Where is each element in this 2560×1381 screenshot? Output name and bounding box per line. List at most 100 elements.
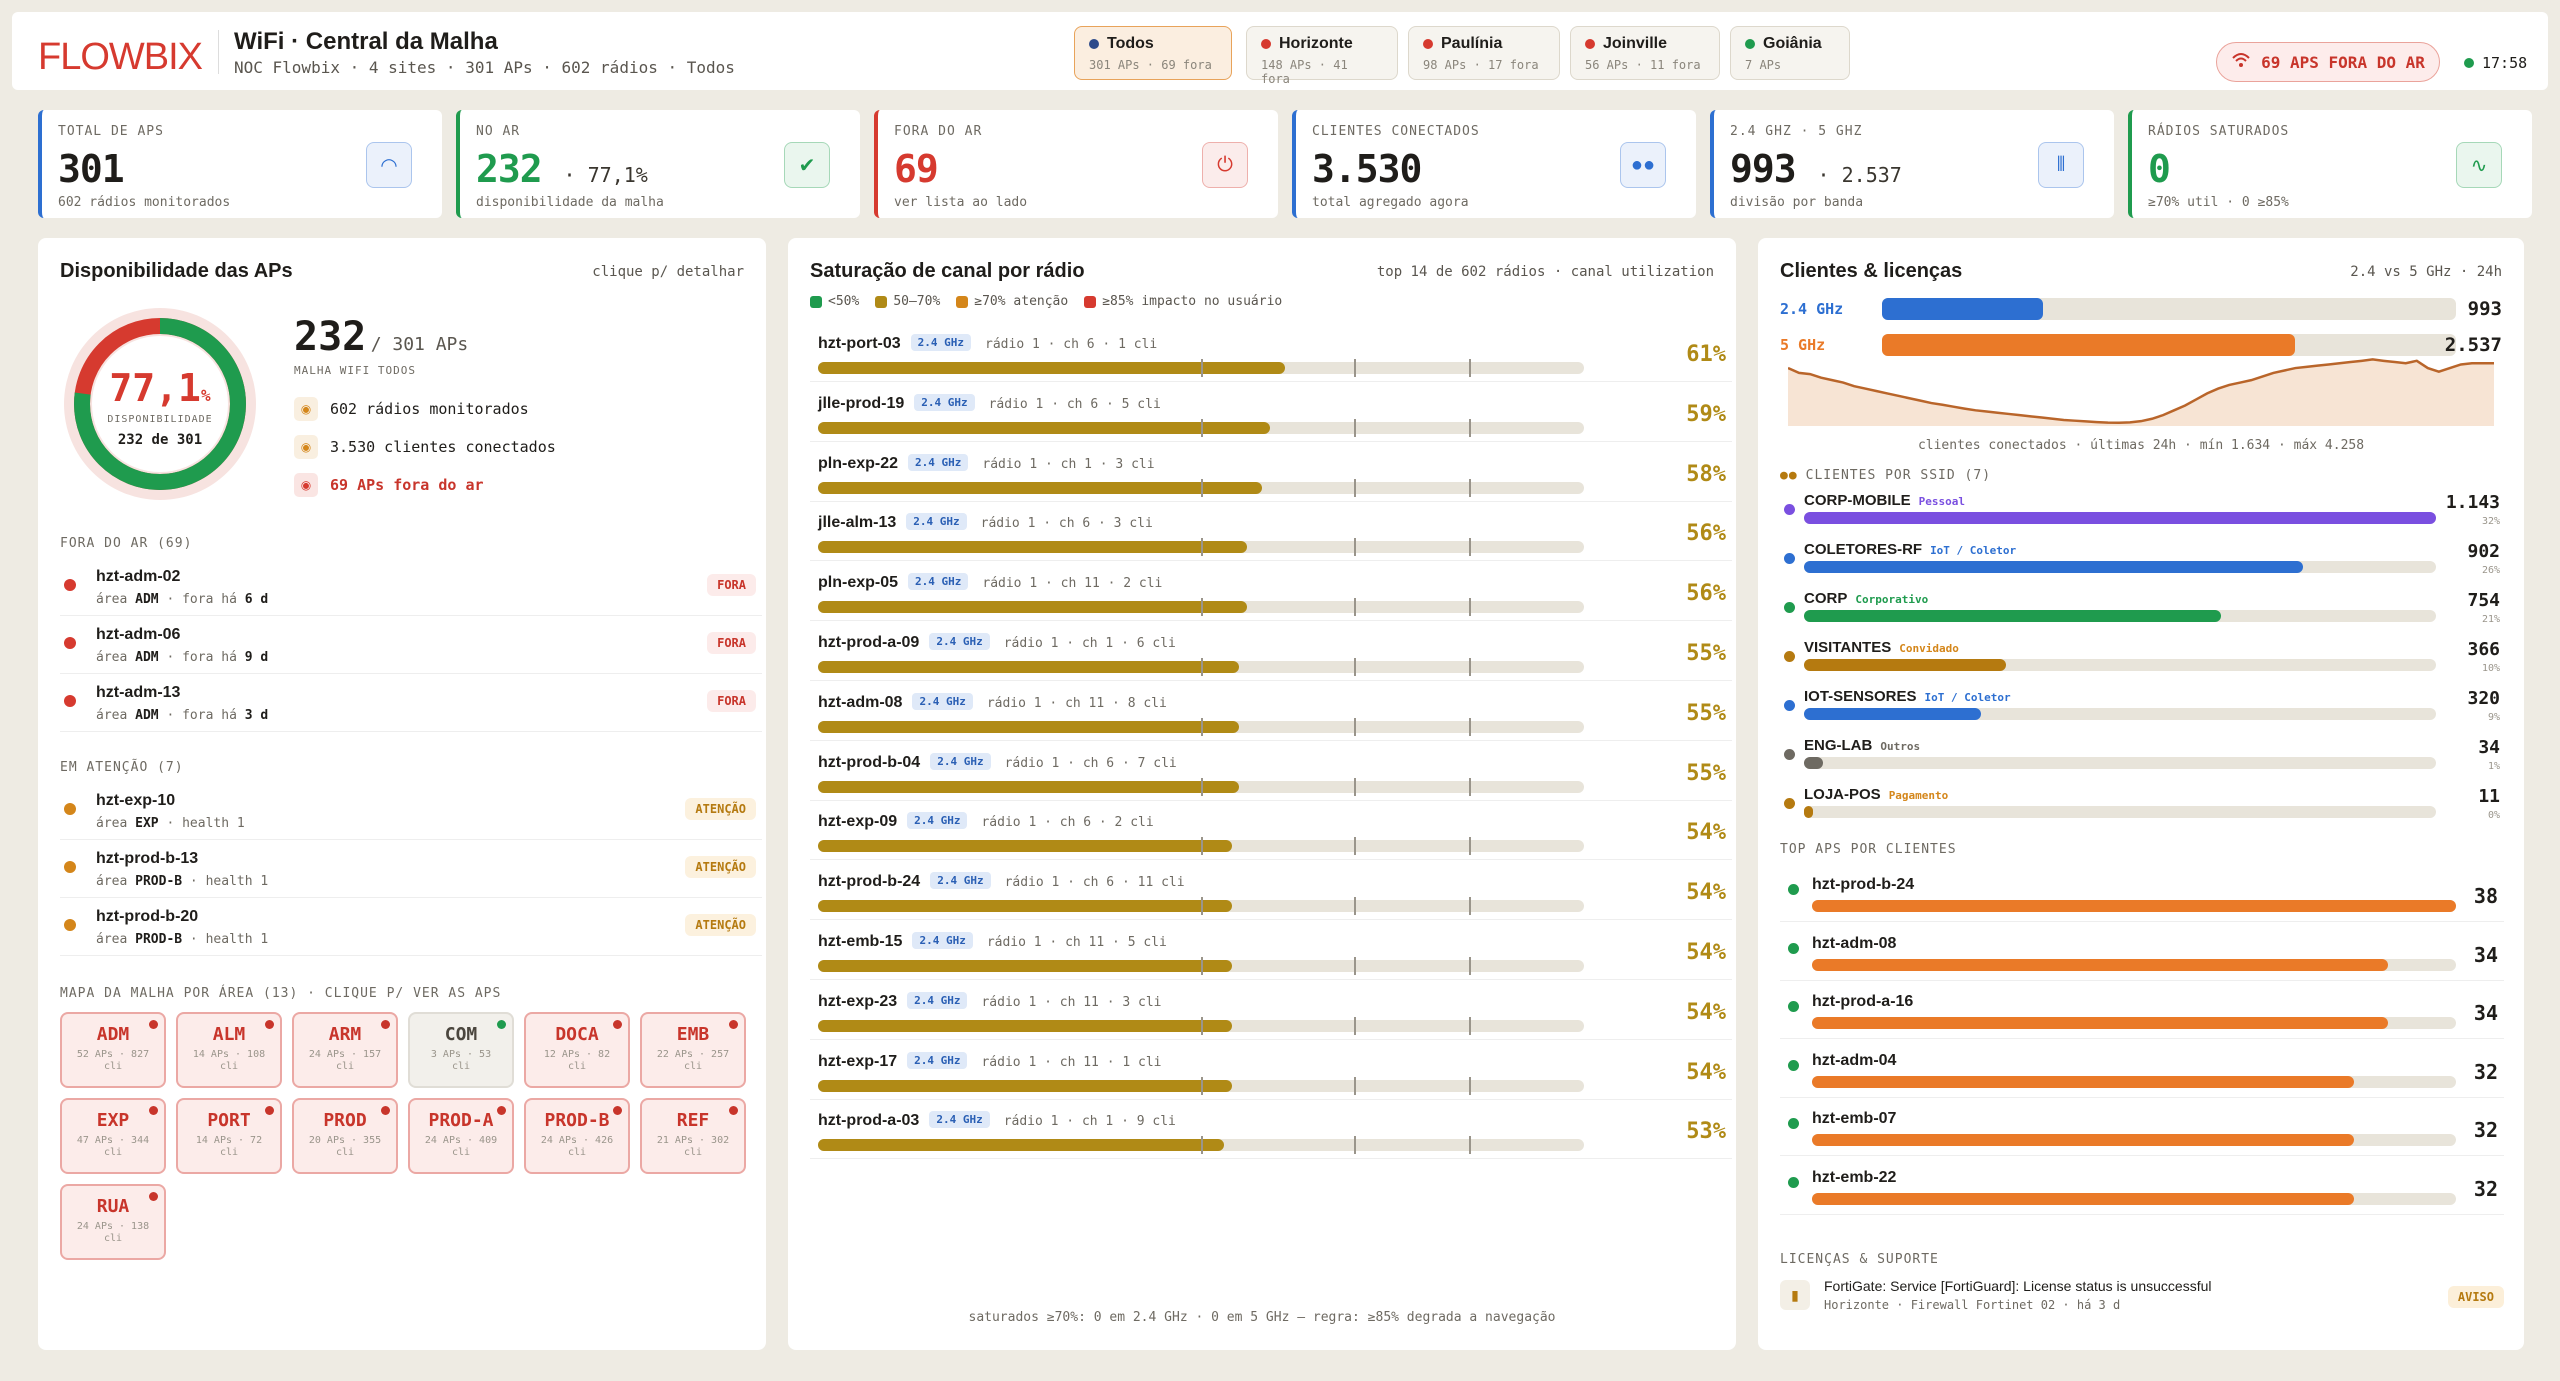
kpi-card[interactable]: FORA DO AR 69 ver lista ao lado ⏻ xyxy=(874,110,1278,218)
ssid-row[interactable]: LOJA-POS Pagamento 11 0% xyxy=(1780,786,2504,834)
site-name: Joinville xyxy=(1585,35,1705,53)
offline-alert-button[interactable]: 69 APS FORA DO AR xyxy=(2216,42,2440,82)
offline-ap-row[interactable]: hzt-adm-13 área ADM · fora há 3 d FORA xyxy=(60,674,762,732)
threshold-tick xyxy=(1469,717,1472,736)
area-tile-adm[interactable]: ADM 52 APs · 827 cli xyxy=(60,1012,166,1088)
area-status-dot xyxy=(497,1020,506,1029)
site-filter-todos[interactable]: Todos 301 APs · 69 fora xyxy=(1074,26,1232,80)
radio-row[interactable]: hzt-port-03 2.4 GHz rádio 1 · ch 6 · 1 cli… xyxy=(810,322,1732,382)
ssid-row[interactable]: VISITANTES Convidado 366 10% xyxy=(1780,639,2504,687)
utilization-percent: 61% xyxy=(1686,342,1726,367)
license-alert-text: FortiGate: Service [FortiGuard]: License… xyxy=(1824,1278,2212,1294)
offline-ap-row[interactable]: hzt-adm-02 área ADM · fora há 6 d FORA xyxy=(60,558,762,616)
band-tag: 2.4 GHz xyxy=(910,334,972,351)
ssid-row[interactable]: CORP Corporativo 754 21% xyxy=(1780,590,2504,638)
client-count-track xyxy=(1812,1017,2456,1029)
area-tile-exp[interactable]: EXP 47 APs · 344 cli xyxy=(60,1098,166,1174)
ssid-row[interactable]: IOT-SENSORES IoT / Coletor 320 9% xyxy=(1780,688,2504,736)
kpi-value-main: 69 xyxy=(894,147,939,191)
ssid-row[interactable]: CORP-MOBILE Pessoal 1.143 32% xyxy=(1780,492,2504,540)
top-ap-row[interactable]: hzt-adm-08 34 xyxy=(1780,923,2504,981)
threshold-tick xyxy=(1469,598,1472,617)
area-tile-com[interactable]: COM 3 APs · 53 cli xyxy=(408,1012,514,1088)
client-count: 32 xyxy=(2473,1176,2498,1201)
radio-row[interactable]: hzt-emb-15 2.4 GHz rádio 1 · ch 11 · 5 cli… xyxy=(810,920,1732,980)
top-ap-row[interactable]: hzt-emb-07 32 xyxy=(1780,1098,2504,1156)
radio-row[interactable]: pln-exp-22 2.4 GHz rádio 1 · ch 1 · 3 cli 5… xyxy=(810,442,1732,502)
ap-area: EXP xyxy=(135,816,159,831)
header-divider xyxy=(218,30,219,74)
radio-row[interactable]: hzt-prod-a-09 2.4 GHz rádio 1 · ch 1 · 6 c… xyxy=(810,621,1732,681)
radio-meta: rádio 1 · ch 1 · 3 cli xyxy=(982,456,1155,472)
area-tile-alm[interactable]: ALM 14 APs · 108 cli xyxy=(176,1012,282,1088)
availability-detail-link[interactable]: clique p/ detalhar xyxy=(592,264,744,280)
ssid-title: COLETORES-RF IoT / Coletor xyxy=(1804,541,2016,558)
area-stats-unit: cli xyxy=(335,1147,355,1158)
ssid-row[interactable]: COLETORES-RF IoT / Coletor 902 26% xyxy=(1780,541,2504,589)
radio-row[interactable]: hzt-exp-23 2.4 GHz rádio 1 · ch 11 · 3 cli… xyxy=(810,980,1732,1040)
kpi-card[interactable]: RÁDIOS SATURADOS 0 ≥70% util · 0 ≥85% ∿ xyxy=(2128,110,2532,218)
top-ap-row[interactable]: hzt-prod-b-24 38 xyxy=(1780,864,2504,922)
kpi-value-main: 232 xyxy=(476,147,543,191)
radio-name: jlle-alm-13 xyxy=(818,514,897,532)
brand-logo: FLOWBIX xyxy=(38,36,203,78)
area-name: EMB xyxy=(676,1024,710,1045)
area-stats: 14 APs · 108 cli xyxy=(178,1049,280,1073)
radio-title: pln-exp-05 2.4 GHz rádio 1 · ch 11 · 2 cli xyxy=(818,573,1162,592)
ssid-fill xyxy=(1804,708,1981,720)
license-alert-row[interactable]: ▮ FortiGate: Service [FortiGuard]: Licen… xyxy=(1780,1274,2504,1322)
area-stats: 22 APs · 257 cli xyxy=(642,1049,744,1073)
radio-row[interactable]: hzt-exp-09 2.4 GHz rádio 1 · ch 6 · 2 cli 5… xyxy=(810,800,1732,861)
area-tile-port[interactable]: PORT 14 APs · 72 cli xyxy=(176,1098,282,1174)
radio-name: hzt-prod-a-09 xyxy=(818,634,920,651)
radio-row[interactable]: jlle-alm-13 2.4 GHz rádio 1 · ch 6 · 3 cli… xyxy=(810,501,1732,562)
attention-ap-row[interactable]: hzt-prod-b-20 área PROD-B · health 1 ATENÇ… xyxy=(60,898,762,956)
kpi-card[interactable]: TOTAL DE APS 301 602 rádios monitorados ◠ xyxy=(38,110,442,218)
threshold-tick xyxy=(1201,1136,1203,1155)
radio-row[interactable]: hzt-prod-b-24 2.4 GHz rádio 1 · ch 6 · 11 … xyxy=(810,860,1732,921)
ssid-row[interactable]: ENG-LAB Outros 34 1% xyxy=(1780,737,2504,785)
client-count-fill xyxy=(1812,1134,2355,1146)
site-stats: 56 APs · 11 fora xyxy=(1585,58,1701,72)
area-stats-line: 3 APs · 53 xyxy=(430,1049,492,1060)
area-status-dot xyxy=(149,1020,158,1029)
attention-ap-row[interactable]: hzt-exp-10 área EXP · health 1 ATENÇÃO xyxy=(60,782,762,840)
top-ap-row[interactable]: hzt-adm-04 32 xyxy=(1780,1040,2504,1098)
utilization-fill xyxy=(818,421,1270,434)
radio-row[interactable]: hzt-adm-08 2.4 GHz rádio 1 · ch 11 · 8 cli… xyxy=(810,681,1732,741)
utilization-fill xyxy=(818,780,1240,793)
ssid-name: CORP xyxy=(1804,590,1848,607)
ap-name: hzt-emb-22 xyxy=(1812,1168,1897,1186)
top-ap-row[interactable]: hzt-emb-22 32 xyxy=(1780,1157,2504,1215)
radio-row[interactable]: jlle-prod-19 2.4 GHz rádio 1 · ch 6 · 5 cl… xyxy=(810,382,1732,442)
radio-row[interactable]: hzt-exp-17 2.4 GHz rádio 1 · ch 11 · 1 cli… xyxy=(810,1040,1732,1100)
area-name: DOCA xyxy=(555,1024,599,1045)
client-count-track xyxy=(1812,900,2456,912)
area-tile-prod-b[interactable]: PROD-B 24 APs · 426 cli xyxy=(524,1098,630,1174)
availability-ring[interactable]: 77,1% DISPONIBILIDADE 232 de 301 xyxy=(60,304,260,504)
radio-row[interactable]: pln-exp-05 2.4 GHz rádio 1 · ch 11 · 2 cli… xyxy=(810,561,1732,622)
kpi-card[interactable]: NO AR 232 · 77,1% disponibilidade da malha… xyxy=(456,110,860,218)
page-subtitle: NOC Flowbix · 4 sites · 301 APs · 602 rá… xyxy=(234,58,735,77)
area-tile-arm[interactable]: ARM 24 APs · 157 cli xyxy=(292,1012,398,1088)
ssid-percent: 10% xyxy=(2481,663,2500,674)
site-filter-joinville[interactable]: Joinville 56 APs · 11 fora xyxy=(1570,26,1720,80)
site-filter-horizonte[interactable]: Horizonte 148 APs · 41 fora xyxy=(1246,26,1398,86)
area-tile-doca[interactable]: DOCA 12 APs · 82 cli xyxy=(524,1012,630,1088)
area-tile-prod[interactable]: PROD 20 APs · 355 cli xyxy=(292,1098,398,1174)
area-tile-rua[interactable]: RUA 24 APs · 138 cli xyxy=(60,1184,166,1260)
kpi-card[interactable]: 2.4 GHZ · 5 GHZ 993 · 2.537 divisão por ba… xyxy=(1710,110,2114,218)
area-tile-ref[interactable]: REF 21 APs · 302 cli xyxy=(640,1098,746,1174)
offline-ap-row[interactable]: hzt-adm-06 área ADM · fora há 9 d FORA xyxy=(60,616,762,674)
radio-row[interactable]: hzt-prod-a-03 2.4 GHz rádio 1 · ch 1 · 9 c… xyxy=(810,1099,1732,1160)
radio-row[interactable]: hzt-prod-b-04 2.4 GHz rádio 1 · ch 6 · 7 c… xyxy=(810,741,1732,801)
attention-ap-row[interactable]: hzt-prod-b-13 área PROD-B · health 1 ATENÇ… xyxy=(60,840,762,898)
utilization-track xyxy=(818,717,1584,736)
site-filter-paulínia[interactable]: Paulínia 98 APs · 17 fora xyxy=(1408,26,1560,80)
radio-icon: ◉ xyxy=(294,397,318,421)
top-ap-row[interactable]: hzt-prod-a-16 34 xyxy=(1780,981,2504,1039)
site-filter-goiânia[interactable]: Goiânia 7 APs xyxy=(1730,26,1850,80)
kpi-card[interactable]: CLIENTES CONECTADOS 3.530 total agregado a… xyxy=(1292,110,1696,218)
area-tile-emb[interactable]: EMB 22 APs · 257 cli xyxy=(640,1012,746,1088)
area-tile-prod-a[interactable]: PROD-A 24 APs · 409 cli xyxy=(408,1098,514,1174)
